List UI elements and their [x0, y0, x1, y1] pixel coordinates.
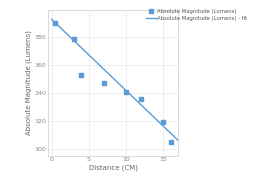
Point	[139, 97, 143, 100]
Y-axis label: Absolute Magnitude (Lumens): Absolute Magnitude (Lumens)	[25, 30, 32, 135]
Point	[79, 74, 84, 77]
X-axis label: Distance (CM): Distance (CM)	[89, 165, 138, 171]
Point	[124, 90, 128, 93]
Point	[53, 22, 57, 25]
Point	[161, 121, 165, 124]
Point	[72, 37, 76, 40]
Point	[169, 140, 173, 143]
Legend: Absolute Magnitude (Lumens), Absolute Magnitude (Lumens) - fit: Absolute Magnitude (Lumens), Absolute Ma…	[146, 9, 247, 21]
Point	[102, 82, 106, 85]
